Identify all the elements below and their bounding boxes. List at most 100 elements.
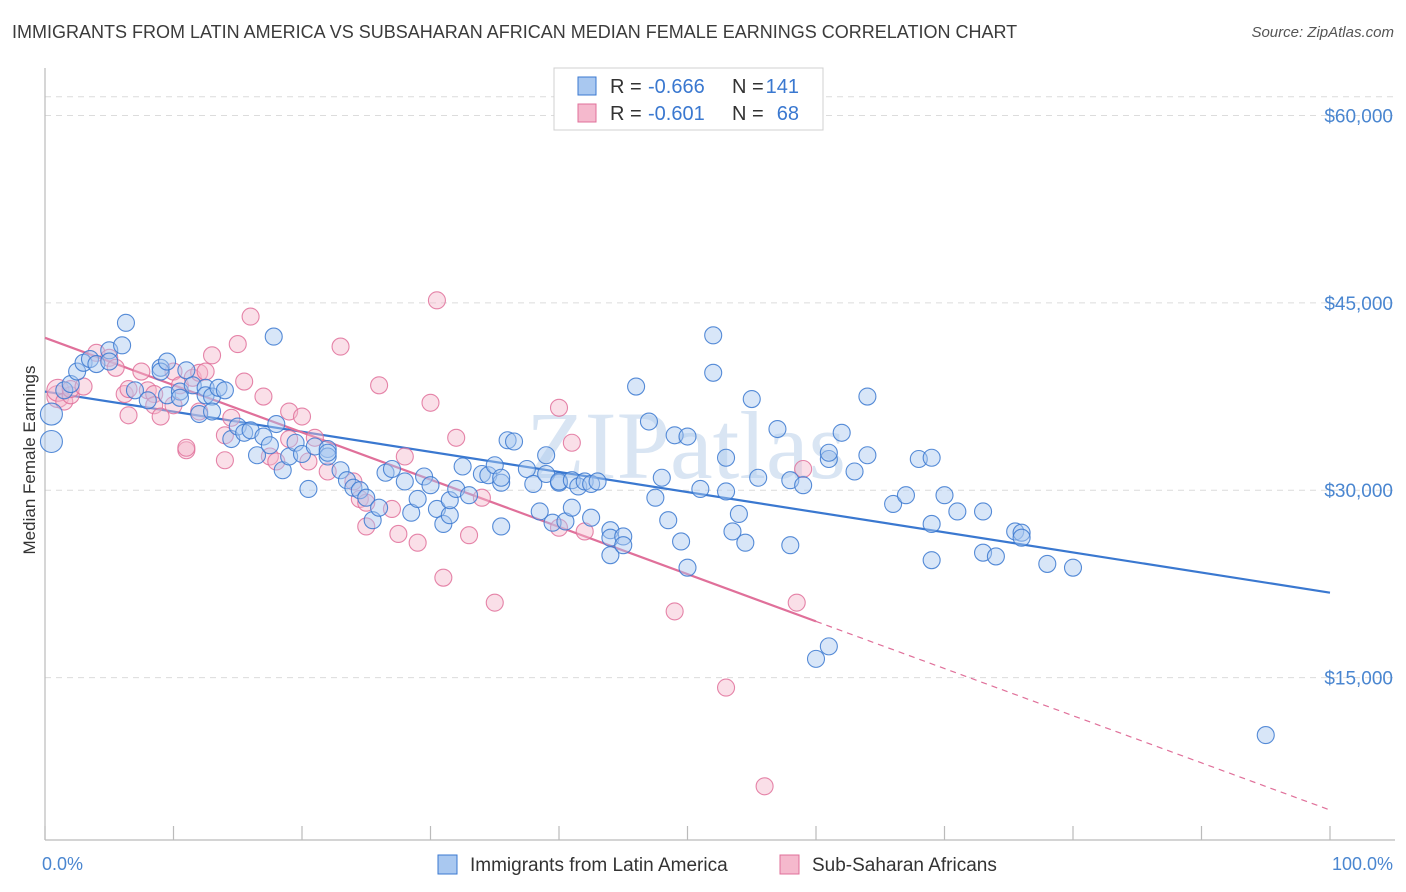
- subsaharan-point-50: [395, 447, 414, 466]
- x-tick-label-0: 0.0%: [42, 854, 83, 874]
- latin-america-point-50: [350, 481, 369, 500]
- latin-america-point-64: [440, 491, 459, 510]
- latin-america-point-144: [1256, 726, 1275, 745]
- latin-america-point-79: [537, 446, 556, 465]
- latin-america-point-13: [138, 391, 157, 410]
- subsaharan-point-12: [132, 362, 151, 381]
- latin-america-point-106: [691, 479, 710, 499]
- latin-america-point-129: [896, 486, 916, 505]
- latin-america-point-58: [408, 489, 427, 509]
- latin-america-point-103: [672, 532, 691, 551]
- subsaharan-point-41: [318, 462, 337, 481]
- data-points: [39, 291, 1275, 796]
- subsaharan-point-10: [119, 379, 138, 399]
- source-credit: Source: ZipAtlas.com: [1251, 24, 1394, 41]
- subsaharan-point-52: [421, 393, 440, 412]
- subsaharan-trend-line: [44, 336, 817, 623]
- latin-america-point-75: [504, 432, 524, 451]
- latin-america-point-117: [781, 536, 800, 555]
- latin-america-point-138: [986, 547, 1005, 566]
- latin-america-point-12: [125, 381, 144, 400]
- legend: R = -0.666 N = 141 R = -0.601 N = 68: [553, 67, 824, 131]
- latin-america-point-136: [973, 502, 993, 521]
- latin-america-point-71: [492, 473, 511, 492]
- latin-america-point-108: [704, 363, 723, 382]
- latin-america-point-63: [440, 506, 459, 525]
- latin-america-point-33: [247, 446, 267, 465]
- latin-america-point-0: [39, 402, 63, 426]
- latin-america-point-37: [267, 414, 286, 434]
- latin-america-point-124: [832, 423, 851, 442]
- latin-america-point-1: [39, 429, 63, 454]
- legend-swatch-pink: [577, 103, 597, 123]
- latin-america-point-105: [678, 558, 697, 577]
- latin-america-point-97: [627, 377, 646, 396]
- legend-r-label-pink: R =: [610, 103, 642, 125]
- legend-swatch-blue: [577, 76, 597, 96]
- trend-lines: [44, 336, 1331, 811]
- latin-america-point-111: [723, 522, 742, 541]
- latin-america-point-44: [318, 439, 337, 459]
- latin-america-point-128: [884, 494, 903, 514]
- latin-america-point-125: [845, 462, 864, 481]
- bottom-legend-swatch-blue: [437, 854, 458, 875]
- latin-america-point-53: [370, 498, 389, 517]
- latin-america-point-35: [260, 436, 279, 455]
- latin-america-point-76: [517, 459, 536, 479]
- latin-america-point-135: [948, 502, 967, 521]
- latin-america-point-99: [646, 488, 665, 507]
- legend-box: [553, 67, 824, 131]
- latin-america-point-17: [177, 361, 196, 380]
- legend-r-value-blue: -0.666: [648, 76, 705, 98]
- latin-america-point-130: [909, 449, 928, 469]
- legend-r-value-pink: -0.601: [648, 103, 705, 125]
- subsaharan-point-56: [459, 526, 479, 545]
- latin-america-point-83: [549, 472, 569, 491]
- subsaharan-point-59: [549, 398, 569, 417]
- latin-america-point-132: [922, 514, 941, 534]
- y-tick-label-15000: $15,000: [1324, 669, 1393, 690]
- subsaharan-point-58: [485, 593, 504, 612]
- latin-america-point-72: [492, 517, 511, 536]
- subsaharan-point-48: [382, 499, 402, 519]
- y-tick-label-45000: $45,000: [1324, 294, 1393, 315]
- bottom-legend-label-pink: Sub-Saharan Africans: [812, 855, 997, 876]
- latin-america-point-20: [170, 388, 189, 407]
- latin-america-point-55: [382, 459, 402, 479]
- latin-america-point-100: [652, 468, 671, 487]
- subsaharan-trend-extension: [815, 620, 1331, 811]
- latin-america-point-116: [768, 419, 787, 439]
- latin-america-point-121: [819, 637, 838, 656]
- latin-america-point-66: [453, 457, 472, 476]
- latin-america-point-91: [588, 472, 607, 491]
- subsaharan-point-65: [755, 777, 774, 796]
- y-axis-title: Median Female Earnings: [20, 366, 39, 555]
- latin-america-point-15: [151, 362, 170, 381]
- subsaharan-point-16: [151, 407, 170, 426]
- latin-america-point-36: [264, 327, 283, 346]
- subsaharan-point-26: [203, 346, 222, 365]
- subsaharan-point-39: [299, 452, 318, 471]
- latin-america-point-85: [562, 498, 581, 517]
- latin-america-point-112: [729, 504, 748, 524]
- latin-america-point-115: [749, 468, 768, 487]
- legend-n-value-blue: 141: [766, 76, 799, 98]
- latin-america-point-78: [530, 502, 549, 521]
- latin-america-point-67: [459, 486, 479, 505]
- subsaharan-point-66: [787, 593, 806, 612]
- subsaharan-point-64: [716, 678, 736, 697]
- latin-america-point-101: [659, 511, 678, 530]
- latin-america-point-110: [716, 482, 736, 501]
- subsaharan-point-11: [119, 406, 138, 425]
- subsaharan-point-27: [215, 451, 234, 470]
- latin-america-point-109: [716, 448, 736, 467]
- axes: [44, 68, 1395, 841]
- latin-america-point-74: [498, 431, 517, 450]
- subsaharan-point-63: [665, 602, 684, 621]
- legend-n-label-blue: N =: [732, 76, 764, 98]
- latin-america-point-127: [858, 446, 877, 465]
- latin-america-point-123: [819, 443, 838, 462]
- subsaharan-point-54: [434, 568, 453, 587]
- latin-america-point-73: [492, 468, 511, 487]
